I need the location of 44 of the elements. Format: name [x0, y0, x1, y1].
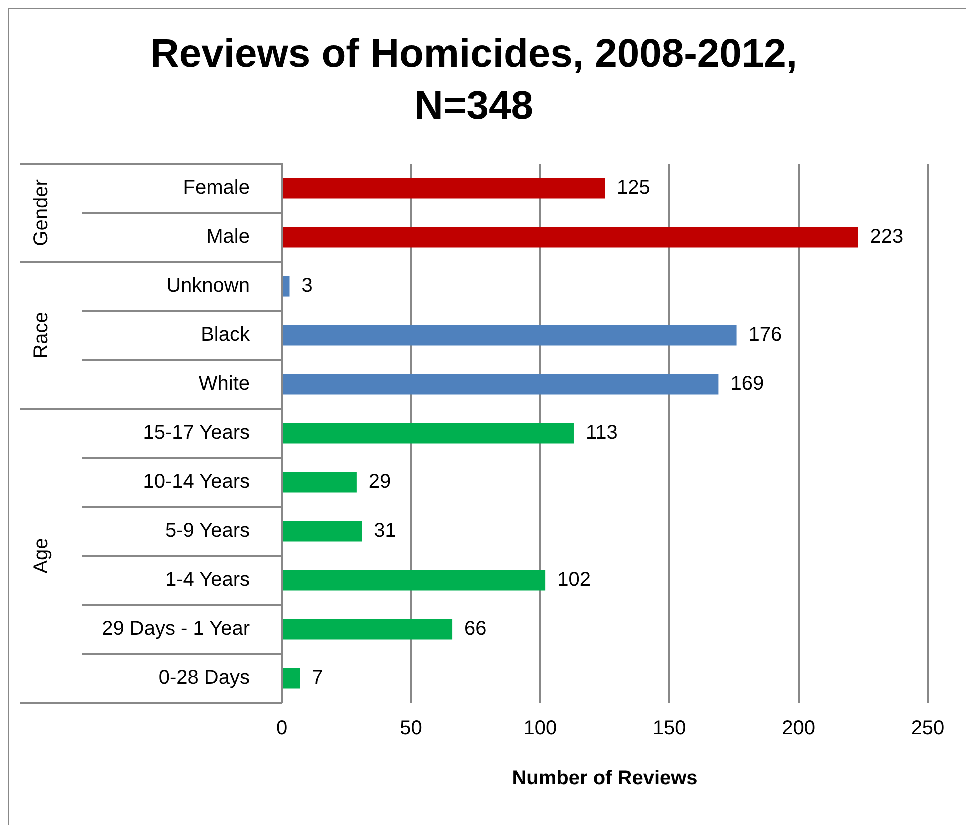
bar	[283, 521, 362, 542]
data-label: 169	[730, 373, 764, 396]
data-label: 125	[617, 177, 650, 200]
x-axis-title: Number of Reviews	[512, 768, 698, 790]
x-tick-label: 100	[524, 718, 558, 740]
data-label: 29	[368, 471, 392, 494]
y-tick-label: 15-17 Years	[143, 422, 250, 444]
text: Gender	[30, 179, 53, 246]
bar	[283, 227, 858, 248]
x-tick-label: 50	[400, 718, 422, 740]
y-tick-label: 29 Days - 1 Year	[102, 618, 250, 640]
x-tick-label: 150	[652, 718, 686, 740]
y-tick-label: Unknown	[166, 275, 250, 298]
bar	[283, 423, 574, 444]
data-label: 223	[870, 226, 904, 248]
bar	[283, 570, 546, 591]
data-label: 3	[302, 275, 313, 298]
bar	[283, 325, 737, 346]
data-label: 31	[374, 520, 396, 542]
bar	[283, 472, 357, 493]
data-label: 102	[558, 569, 591, 592]
y-tick-label: 10-14 Years	[143, 471, 250, 494]
bar	[283, 619, 453, 640]
text: Race	[30, 312, 53, 359]
y-tick-label: Female	[183, 177, 250, 200]
y-tick-label: Male	[206, 226, 250, 248]
bar	[283, 178, 605, 199]
y-tick-label: 5-9 Years	[165, 520, 250, 542]
data-label: 66	[464, 618, 487, 640]
bar	[283, 374, 719, 395]
x-tick-label: 200	[782, 718, 816, 740]
y-tick-label: 0-28 Days	[158, 667, 250, 690]
bar	[283, 276, 290, 297]
y-tick-label: 1-4 Years	[165, 569, 250, 592]
data-label: 7	[312, 667, 324, 690]
x-tick-label: 0	[276, 718, 288, 740]
chart-title: Reviews of Homicides, 2008-2012, N=348	[150, 32, 798, 128]
y-tick-label: White	[198, 373, 250, 396]
x-tick-label: 250	[911, 718, 945, 740]
text: Age	[30, 538, 53, 574]
y-tick-label: Black	[201, 324, 251, 346]
data-label: 176	[748, 324, 782, 346]
bar	[283, 668, 300, 689]
data-label: 113	[586, 422, 618, 444]
